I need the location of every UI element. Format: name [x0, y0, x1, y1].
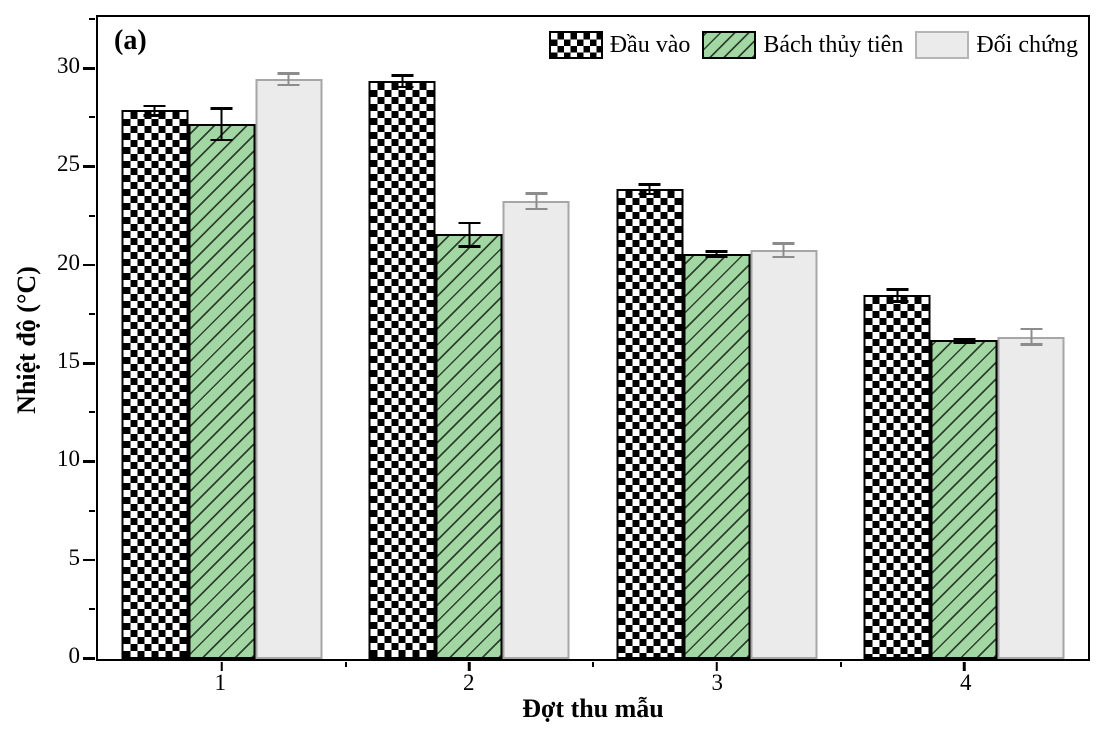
x-tick-label: 2: [463, 670, 475, 695]
error-bar-stem: [287, 73, 290, 85]
x-minor-tick: [592, 662, 594, 667]
error-bar-cap-top: [886, 288, 909, 291]
error-bar-cap-top: [953, 337, 976, 341]
legend-item-2: Bách thủy tiên: [702, 31, 903, 59]
error-bar-cap-top: [143, 104, 166, 108]
plot-area: (a) Đầu vào Bách thủy tiên Đối chứng: [83, 15, 1090, 671]
y-minor-tick: [89, 312, 95, 315]
legend-label: Đối chứng: [976, 31, 1078, 58]
legend-swatch-checker: [548, 31, 603, 59]
y-minor-tick: [89, 214, 95, 217]
error-bar-cap-top: [638, 183, 661, 186]
error-bar-cap-bottom: [705, 255, 728, 259]
x-major-tick: [963, 662, 966, 671]
y-tick-label: 0: [68, 643, 81, 668]
error-bar-cap-bottom: [953, 341, 976, 344]
panel-label: (a): [114, 25, 147, 56]
error-bar-cap-top: [391, 74, 414, 77]
bar-green-hatch-group-4: [930, 337, 998, 659]
y-major-tick: [83, 657, 95, 660]
error-bar-stem: [535, 193, 538, 209]
error-bar-stem: [963, 338, 966, 343]
bar-group-2: [368, 74, 570, 659]
bar-gray-group-1: [255, 72, 323, 659]
error-bar-cap-top: [525, 192, 548, 195]
y-tick-label: 15: [57, 348, 80, 374]
x-tick-label: 1: [214, 670, 227, 695]
y-major-tick: [83, 362, 95, 365]
error-bar-cap-top: [772, 242, 795, 245]
x-tick-label: 4: [960, 670, 972, 695]
bar-group-4: [863, 288, 1065, 659]
error-bar-cap-bottom: [458, 245, 481, 248]
y-minor-tick: [89, 607, 95, 610]
x-axis-title: Đợt thu mẫu: [522, 694, 664, 723]
legend-label: Bách thủy tiên: [763, 31, 904, 58]
error-bar-cap-top: [458, 221, 481, 224]
x-major-tick: [715, 662, 718, 671]
error-bar-stem: [401, 75, 404, 87]
error-bar-stem: [220, 108, 223, 140]
error-bar-cap-top: [705, 250, 728, 253]
error-bar-cap-bottom: [143, 114, 166, 117]
error-bar-stem: [648, 184, 651, 194]
y-tick-label: 10: [57, 446, 80, 472]
y-major-tick: [83, 460, 95, 463]
legend-item-3: Đối chứng: [915, 31, 1078, 59]
error-bar-cap-bottom: [210, 138, 233, 142]
bar-green-hatch-group-3: [683, 250, 751, 659]
bar-group-1: [121, 72, 323, 659]
y-tick-label: 5: [68, 544, 81, 570]
error-bar-cap-bottom: [391, 85, 414, 89]
error-bar-stem: [715, 251, 718, 257]
y-minor-tick: [89, 17, 95, 20]
bar-checker-group-1: [121, 104, 189, 659]
error-bar-cap-bottom: [277, 83, 300, 87]
x-minor-tick: [344, 662, 347, 667]
legend-label: Đầu vào: [609, 31, 691, 58]
bar-green-hatch-group-1: [188, 107, 256, 659]
legend-swatch-gray: [915, 31, 970, 59]
error-bar-cap-bottom: [638, 192, 661, 196]
legend-item-1: Đầu vào: [548, 31, 691, 59]
y-major-tick: [83, 558, 95, 562]
bar-group-3: [616, 183, 818, 659]
y-minor-tick: [89, 116, 95, 119]
y-axis-title: Nhiệt độ (°C): [12, 266, 41, 414]
error-bar-cap-bottom: [1020, 343, 1043, 346]
error-bar-stem: [896, 289, 899, 302]
bar-checker-group-3: [616, 183, 684, 659]
error-bar-cap-top: [1020, 327, 1043, 331]
error-bar-stem: [782, 243, 785, 257]
x-major-tick: [468, 662, 471, 671]
x-tick-label: 3: [711, 670, 724, 695]
error-bar-cap-top: [210, 107, 233, 110]
legend-swatch-green-hatch: [702, 31, 757, 59]
error-bar-stem: [468, 222, 471, 247]
y-minor-tick: [89, 411, 95, 414]
error-bar-cap-bottom: [886, 300, 909, 303]
bar-green-hatch-group-2: [435, 221, 503, 659]
y-major-tick: [83, 263, 95, 267]
y-major-tick: [83, 67, 95, 70]
y-tick-label: 20: [57, 249, 80, 275]
x-major-tick: [220, 662, 223, 671]
y-tick-label: 30: [57, 53, 80, 79]
bar-gray-group-3: [750, 242, 818, 659]
bar-checker-group-4: [863, 288, 931, 659]
error-bar-stem: [1030, 328, 1033, 345]
bar-gray-group-4: [997, 327, 1065, 659]
y-tick-label: 25: [57, 151, 80, 177]
y-minor-tick: [89, 509, 95, 512]
error-bar-stem: [153, 105, 156, 116]
legend: Đầu vào Bách thủy tiên Đối chứng: [537, 31, 1078, 59]
bar-checker-group-2: [368, 74, 436, 659]
bar-gray-group-2: [502, 192, 570, 659]
x-minor-tick: [839, 662, 842, 667]
error-bar-cap-bottom: [772, 255, 795, 259]
y-major-tick: [83, 165, 95, 168]
error-bar-cap-top: [277, 72, 300, 75]
error-bar-cap-bottom: [525, 207, 548, 211]
